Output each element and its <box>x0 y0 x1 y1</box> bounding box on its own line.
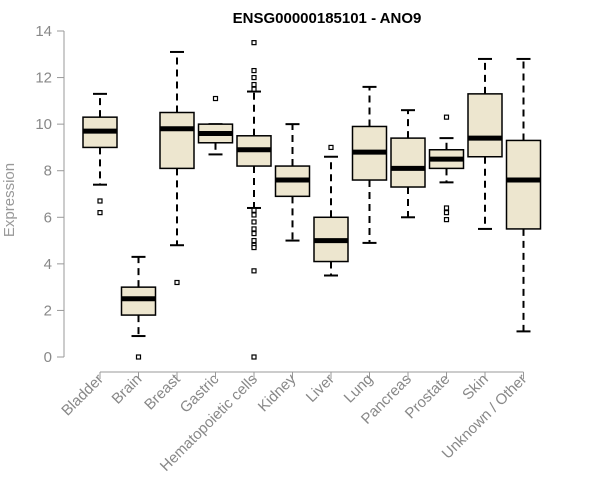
box-group <box>274 123 311 242</box>
box-group <box>390 109 426 219</box>
outlier-point <box>443 210 450 216</box>
outlier-point <box>251 67 257 74</box>
x-tick-label: Liver <box>303 371 338 406</box>
box-group <box>82 92 118 216</box>
box-group <box>159 50 195 286</box>
box-iqr <box>390 137 426 188</box>
outlier-point <box>251 226 257 232</box>
x-tick-label: Skin <box>459 371 492 404</box>
x-tick-label: Kidney <box>255 370 300 415</box>
y-tick-label: 4 <box>44 256 52 273</box>
outlier-point <box>251 244 257 251</box>
box-iqr <box>159 111 195 170</box>
x-tick-label: Bladder <box>58 371 107 420</box>
y-tick-label: 6 <box>44 209 52 226</box>
outlier-point <box>251 212 257 218</box>
y-tick-label: 10 <box>35 116 52 133</box>
outlier-point <box>251 268 257 274</box>
box-group <box>351 85 388 244</box>
outlier-point <box>174 279 180 286</box>
box-group <box>197 95 234 156</box>
outlier-point <box>328 144 334 151</box>
outlier-point <box>251 237 257 244</box>
outlier-point <box>251 230 257 237</box>
outlier-point <box>251 74 257 81</box>
box-iqr <box>505 139 542 230</box>
y-tick-label: 12 <box>35 70 52 87</box>
box-group <box>236 40 272 360</box>
y-axis-label: Expression <box>1 163 18 237</box>
outlier-point <box>251 40 257 46</box>
outlier-point <box>212 95 219 102</box>
outlier-point <box>135 354 142 360</box>
outlier-point <box>443 205 450 211</box>
outlier-point <box>443 114 450 120</box>
outlier-point <box>97 198 103 204</box>
box-group <box>467 57 503 230</box>
y-tick-label: 8 <box>44 163 52 180</box>
boxes <box>82 40 542 360</box>
axes: 0 2 4 6 8 10 12 14 <box>35 23 524 373</box>
outlier-point <box>251 81 257 88</box>
x-tick-label: Brain <box>109 371 146 408</box>
box-iqr <box>467 93 503 158</box>
outlier-point <box>251 219 257 225</box>
outlier-point <box>251 354 257 360</box>
box-group <box>120 255 157 360</box>
box-group <box>505 57 542 333</box>
box-group <box>428 114 465 223</box>
x-tick-label: Lung <box>341 371 377 407</box>
y-tick-label: 2 <box>44 302 52 319</box>
outlier-point <box>251 86 257 92</box>
outlier-point <box>97 210 103 216</box>
chart-title: ENSG00000185101 - ANO9 <box>233 10 422 27</box>
outlier-point <box>251 207 257 213</box>
y-tick-label: 14 <box>35 23 52 40</box>
outlier-point <box>443 217 450 223</box>
box-group <box>313 144 349 277</box>
y-tick-label: 0 <box>44 349 52 366</box>
